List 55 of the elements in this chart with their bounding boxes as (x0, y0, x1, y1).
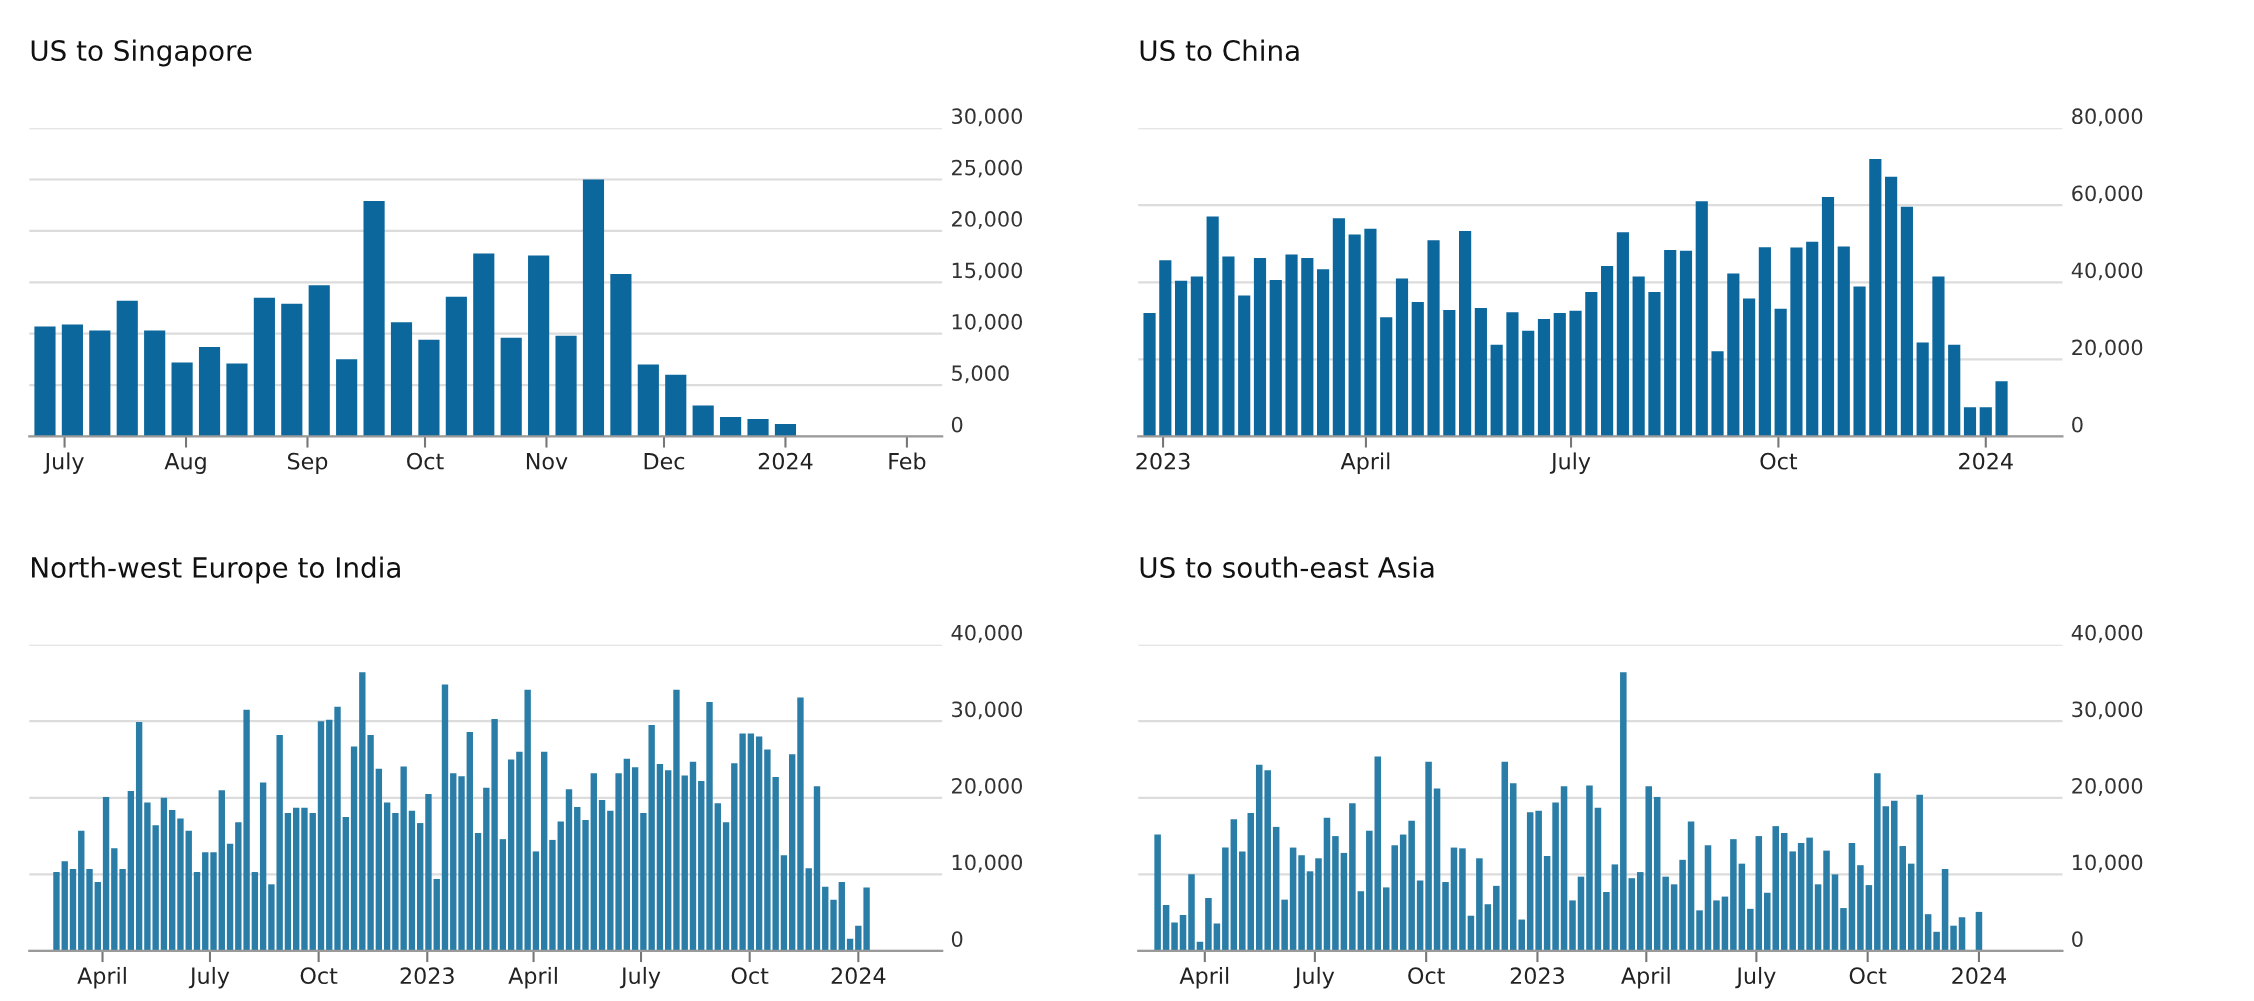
x-tick-label: April (508, 966, 557, 989)
y-tick-label: 60,000 (2072, 185, 2143, 204)
y-tick-label: 20,000 (2072, 778, 2143, 796)
y-tick-label: 5,000 (952, 365, 1009, 384)
x-tick-label: Feb (889, 452, 926, 470)
y-tick-label: 30,000 (2072, 701, 2143, 720)
chart-title: US to Singapore (31, 39, 252, 67)
y-tick-label: 10,000 (952, 313, 1023, 332)
x-tick-label: 2024 (1959, 452, 2013, 470)
y-tick-label: 40,000 (2071, 624, 2143, 643)
y-tick-label: 0 (951, 416, 963, 433)
y-tick-label: 30,000 (952, 701, 1023, 720)
y-tick-label: 20,000 (952, 778, 1023, 796)
x-tick-label: July (1735, 966, 1776, 989)
x-tick-label: April (1179, 966, 1229, 989)
x-tick-label: Dec (644, 453, 685, 470)
x-tick-label: 2023 (1136, 452, 1190, 470)
y-tick-label: 0 (2072, 416, 2083, 433)
chart-title: US to south-east Asia (1140, 556, 1434, 578)
x-tick-label: Oct (731, 967, 769, 985)
y-tick-label: 20,000 (2072, 339, 2143, 358)
x-tick-label: Oct (407, 452, 444, 470)
y-tick-label: 0 (2072, 931, 2083, 947)
chart-title: US to China (1140, 39, 1299, 62)
x-tick-label: 2024 (1952, 967, 2006, 985)
x-tick-label: April (1621, 966, 1670, 989)
x-tick-label: Oct (1849, 967, 1887, 985)
x-tick-label: Oct (300, 967, 338, 985)
x-tick-label: April (1340, 452, 1390, 474)
y-tick-label: 30,000 (952, 108, 1023, 127)
x-tick-label: Sep (287, 452, 328, 474)
y-tick-label: 20,000 (952, 211, 1023, 229)
y-tick-label: 25,000 (952, 159, 1023, 178)
x-tick-label: 2024 (831, 967, 886, 985)
y-tick-label: 10,000 (2073, 854, 2143, 873)
y-tick-label: 40,000 (951, 624, 1023, 643)
x-tick-label: 2023 (400, 967, 454, 985)
y-tick-label: 0 (951, 931, 963, 947)
y-tick-label: 10,000 (952, 854, 1023, 873)
x-tick-label: Aug (164, 453, 206, 474)
chart-title: North-west Europe to India (32, 556, 400, 584)
x-tick-label: April (77, 966, 126, 989)
x-tick-label: July (619, 966, 661, 989)
x-tick-label: July (1293, 966, 1335, 989)
y-tick-label: 80,000 (2072, 108, 2143, 127)
x-tick-label: July (188, 966, 230, 989)
x-tick-label: July (1549, 452, 1591, 474)
x-tick-label: Nov (526, 453, 568, 470)
x-tick-label: 2024 (758, 452, 813, 470)
x-tick-label: Oct (1408, 967, 1445, 985)
x-tick-label: 2023 (1510, 967, 1564, 985)
x-tick-label: Oct (1760, 452, 1798, 470)
y-tick-label: 15,000 (952, 262, 1023, 281)
y-tick-label: 40,000 (2071, 262, 2143, 281)
x-tick-label: July (43, 452, 84, 474)
